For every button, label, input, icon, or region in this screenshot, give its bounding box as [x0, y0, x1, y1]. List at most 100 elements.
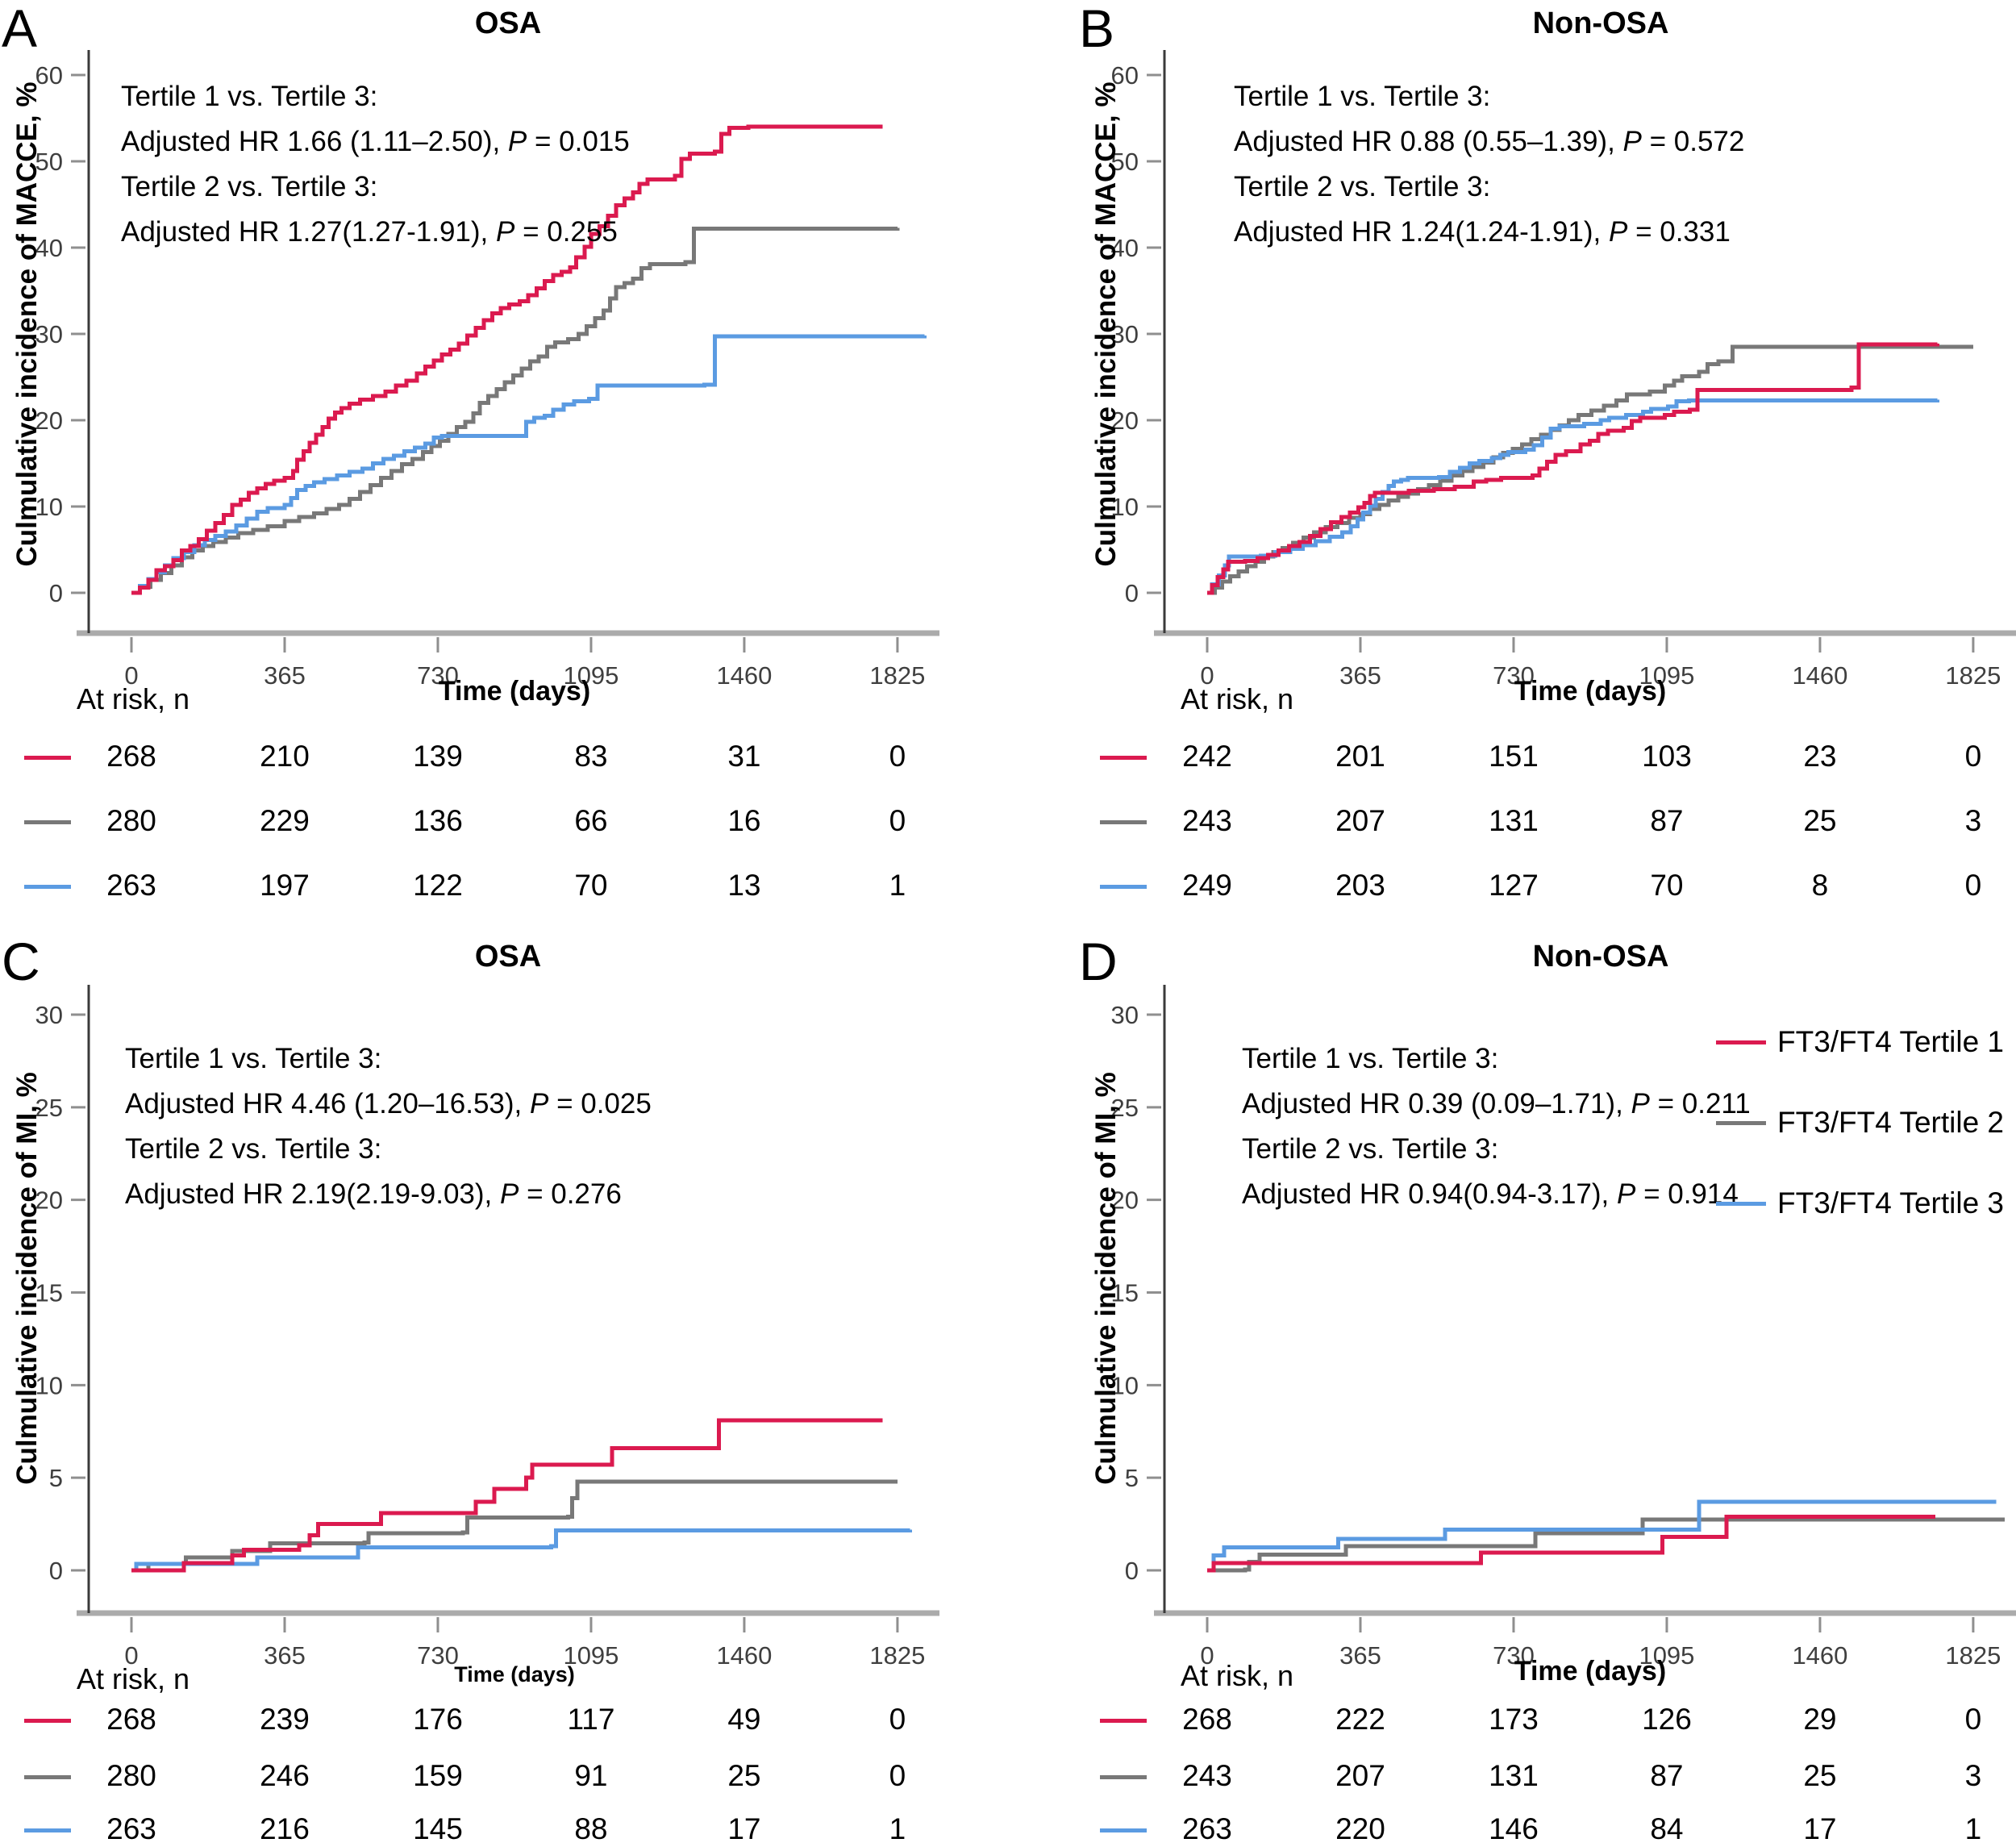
at-risk-count: 117 [567, 1703, 615, 1736]
at-risk-count: 126 [1642, 1703, 1692, 1736]
x-tick-label: 1460 [1792, 661, 1847, 690]
at-risk-count: 197 [260, 869, 310, 902]
annotation-text: Tertile 1 vs. Tertile 3: [125, 1043, 382, 1074]
at-risk-count: 70 [1650, 869, 1684, 902]
annotation-line: Tertile 1 vs. Tertile 3: [121, 74, 630, 119]
at-risk-count: 0 [889, 1759, 906, 1792]
at-risk-count: 31 [727, 740, 761, 773]
panel-title: Non-OSA [1532, 940, 1669, 974]
p-symbol: P [495, 216, 515, 248]
x-tick-label: 730 [1493, 1641, 1535, 1670]
at-risk-count: 201 [1335, 740, 1385, 773]
y-tick-label: 30 [1111, 1001, 1139, 1029]
annotation-text: Tertile 1 vs. Tertile 3: [121, 81, 378, 112]
at-risk-count: 210 [260, 740, 310, 773]
annotation-text: = 0.211 [1649, 1088, 1751, 1119]
legend-line-tertile3-icon [1716, 1201, 1766, 1206]
y-tick-label: 30 [35, 1001, 63, 1029]
panel-letter-C: C [2, 932, 40, 991]
hr-annotation: Tertile 1 vs. Tertile 3: Adjusted HR 1.6… [121, 74, 630, 255]
annotation-text: Adjusted HR 0.94(0.94-3.17), [1242, 1178, 1617, 1210]
at-risk-count: 91 [574, 1759, 608, 1792]
y-tick-label: 30 [35, 320, 63, 348]
curve-ft3-ft4-tertile-3 [1207, 1499, 1997, 1573]
annotation-text: = 0.255 [514, 216, 618, 248]
x-axis-label: Time (days) [438, 676, 591, 707]
at-risk-row: 243 207 131 87 25 3 [1008, 804, 2016, 841]
series-line-icon [24, 1775, 71, 1779]
at-risk-count: 0 [889, 804, 906, 837]
legend-label: FT3/FT4 Tertile 1 [1777, 1025, 2005, 1058]
at-risk-count: 207 [1335, 1759, 1385, 1792]
at-risk-count: 263 [106, 869, 156, 902]
panel-letter-A: A [2, 0, 38, 58]
at-risk-count: 16 [727, 804, 761, 837]
at-risk-count: 131 [1489, 804, 1539, 837]
at-risk-count: 268 [1182, 1703, 1232, 1736]
p-symbol: P [499, 1178, 519, 1210]
hr-annotation: Tertile 1 vs. Tertile 3: Adjusted HR 4.4… [125, 1036, 652, 1217]
at-risk-count: 176 [413, 1703, 463, 1736]
p-symbol: P [1622, 126, 1642, 157]
y-tick-label: 20 [1111, 407, 1139, 435]
x-tick-label: 1095 [563, 661, 619, 690]
legend-item-tertile2: FT3/FT4 Tertile 2 [1716, 1099, 2004, 1146]
annotation-text: = 0.572 [1641, 126, 1745, 157]
curve-ft3-ft4-tertile-1 [1207, 1514, 1936, 1573]
at-risk-count: 23 [1803, 740, 1837, 773]
series-line-icon [24, 1828, 71, 1832]
y-axis-label: Culmulative incidence of MACCE, % [11, 81, 43, 567]
p-symbol: P [529, 1088, 549, 1119]
series-line-icon [1100, 820, 1147, 824]
annotation-text: Tertile 2 vs. Tertile 3: [121, 171, 378, 202]
at-risk-count: 17 [727, 1812, 761, 1845]
annotation-line: Adjusted HR 1.27(1.27-1.91), P = 0.255 [121, 210, 630, 255]
legend-item-tertile3: FT3/FT4 Tertile 3 [1716, 1180, 2004, 1227]
annotation-line: Adjusted HR 2.19(2.19-9.03), P = 0.276 [125, 1172, 652, 1217]
y-tick-label: 15 [1111, 1278, 1139, 1307]
x-tick-label: 1095 [1639, 1641, 1694, 1670]
annotation-line: Adjusted HR 0.39 (0.09–1.71), P = 0.211 [1242, 1082, 1751, 1127]
p-symbol: P [1608, 216, 1628, 248]
hr-annotation: Tertile 1 vs. Tertile 3: Adjusted HR 0.3… [1242, 1036, 1751, 1217]
at-risk-label: At risk, n [1181, 682, 1294, 715]
x-tick-label: 730 [417, 1641, 459, 1670]
annotation-text: Adjusted HR 1.24(1.24-1.91), [1234, 216, 1609, 248]
at-risk-count: 0 [1964, 869, 1982, 902]
at-risk-count: 17 [1803, 1812, 1837, 1845]
y-tick-label: 0 [1125, 579, 1139, 607]
annotation-line: Adjusted HR 1.66 (1.11–2.50), P = 0.015 [121, 119, 630, 165]
annotation-text: Tertile 2 vs. Tertile 3: [125, 1133, 382, 1165]
curve-ft3-ft4-tertile-2 [1207, 1517, 2005, 1573]
x-tick-label: 1825 [869, 661, 925, 690]
annotation-text: = 0.025 [548, 1088, 652, 1119]
y-tick-label: 20 [1111, 1186, 1139, 1215]
y-tick-label: 60 [1111, 61, 1139, 90]
at-risk-count: 103 [1642, 740, 1692, 773]
y-tick-label: 10 [1111, 1371, 1139, 1399]
at-risk-count: 1 [889, 869, 906, 902]
at-risk-count: 242 [1182, 740, 1232, 773]
legend: FT3/FT4 Tertile 1 FT3/FT4 Tertile 2 FT3/… [1716, 1019, 2004, 1261]
series-line-icon [1100, 1828, 1147, 1832]
at-risk-row: 268 222 173 126 29 0 [1008, 1703, 2016, 1740]
at-risk-count: 1 [1964, 1812, 1982, 1845]
at-risk-count: 3 [1964, 1759, 1982, 1792]
at-risk-count: 87 [1650, 1759, 1684, 1792]
curve-ft3-ft4-tertile-3 [131, 1528, 912, 1573]
at-risk-count: 173 [1489, 1703, 1539, 1736]
at-risk-count: 268 [106, 1703, 156, 1736]
at-risk-count: 84 [1650, 1812, 1684, 1845]
panel-title: Non-OSA [1532, 6, 1669, 40]
at-risk-row: 249 203 127 70 8 0 [1008, 869, 2016, 906]
series-line-icon [24, 820, 71, 824]
annotation-line: Tertile 2 vs. Tertile 3: [121, 165, 630, 210]
y-tick-label: 0 [1125, 1557, 1139, 1585]
legend-label: FT3/FT4 Tertile 3 [1777, 1186, 2005, 1220]
annotation-text: Adjusted HR 1.27(1.27-1.91), [121, 216, 496, 248]
legend-line-tertile2-icon [1716, 1120, 1766, 1125]
y-tick-label: 10 [1111, 493, 1139, 521]
panel-title: OSA [474, 6, 542, 40]
y-tick-label: 0 [49, 579, 63, 607]
